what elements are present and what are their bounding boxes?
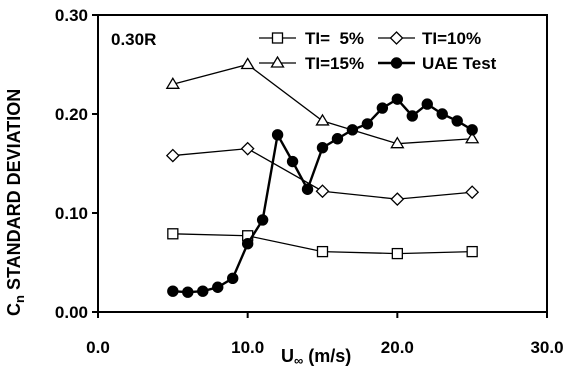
data-point <box>241 237 254 250</box>
y-axis-title-sub: n <box>12 295 27 303</box>
legend-marker <box>390 57 403 69</box>
series-2 <box>165 141 480 207</box>
data-point <box>451 115 463 127</box>
x-tick-label: 30.0 <box>530 338 563 357</box>
legend-item-1: TI= 5% <box>259 29 364 48</box>
x-axis-title-main: U <box>281 346 294 366</box>
legend-marker <box>271 32 284 44</box>
data-point <box>465 185 480 200</box>
data-point <box>240 57 255 70</box>
chart-annotation: 0.30R <box>111 30 156 49</box>
data-point <box>315 113 330 126</box>
data-point <box>465 131 480 144</box>
plot-frame <box>97 14 548 313</box>
data-point <box>167 285 179 297</box>
legend-label: TI=15% <box>305 54 364 73</box>
legend-label: UAE Test <box>422 54 497 73</box>
data-point <box>390 136 405 149</box>
x-tick-label: 0.0 <box>86 338 110 357</box>
data-point <box>240 141 255 156</box>
data-point <box>376 102 389 114</box>
data-point <box>301 183 314 195</box>
x-tick-label: 20.0 <box>381 338 414 357</box>
legend-item-4: UAE Test <box>378 54 497 73</box>
data-point <box>390 192 405 207</box>
data-point <box>315 184 330 199</box>
data-point <box>361 118 374 130</box>
data-point <box>316 141 329 154</box>
data-point <box>286 155 299 168</box>
legend-marker <box>270 55 285 68</box>
legend-label: TI=10% <box>422 29 481 48</box>
data-point <box>406 110 418 122</box>
data-point <box>436 108 448 120</box>
data-point <box>197 285 209 297</box>
y-axis-title: Cn STANDARD DEVIATION <box>4 89 27 316</box>
tick-labels-group: 0.0 10.0 20.0 30.0 0.00 0.10 0.20 0.30 <box>55 6 564 357</box>
legend-label: TI= 5% <box>305 29 364 48</box>
data-point <box>466 124 478 136</box>
x-axis-title-rest: (m/s) <box>303 346 351 366</box>
axes-group <box>92 14 548 318</box>
data-point <box>391 247 403 260</box>
y-tick-label: 0.30 <box>55 6 88 25</box>
data-point <box>316 245 329 258</box>
y-tick-label: 0.10 <box>55 204 88 223</box>
series-4 <box>167 93 478 298</box>
data-point <box>271 129 284 141</box>
y-tick-label: 0.00 <box>55 303 88 322</box>
data-point <box>165 77 180 89</box>
series-group <box>165 57 480 298</box>
series-1 <box>167 228 478 260</box>
data-point <box>331 133 344 145</box>
data-point <box>182 286 194 298</box>
data-point <box>421 98 433 110</box>
legend: TI= 5% TI=10% TI=15% UAE Test <box>259 29 497 73</box>
legend-item-3: TI=15% <box>259 54 364 73</box>
data-point <box>391 93 404 105</box>
y-tick-label: 0.20 <box>55 105 88 124</box>
data-point <box>165 148 180 163</box>
y-axis-title-main: C <box>4 303 24 316</box>
x-axis-title-sub: ∞ <box>294 353 303 368</box>
data-point <box>346 124 359 136</box>
data-point <box>167 228 179 240</box>
series-3 <box>165 57 480 149</box>
data-point <box>212 281 224 293</box>
data-point <box>256 214 269 226</box>
data-point <box>227 272 239 285</box>
x-axis-title: U∞ (m/s) <box>281 346 351 368</box>
x-tick-label: 10.0 <box>231 338 264 357</box>
legend-item-2: TI=10% <box>378 29 481 48</box>
y-axis-title-rest: STANDARD DEVIATION <box>4 89 24 295</box>
data-point <box>466 245 478 258</box>
legend-marker <box>389 31 404 45</box>
